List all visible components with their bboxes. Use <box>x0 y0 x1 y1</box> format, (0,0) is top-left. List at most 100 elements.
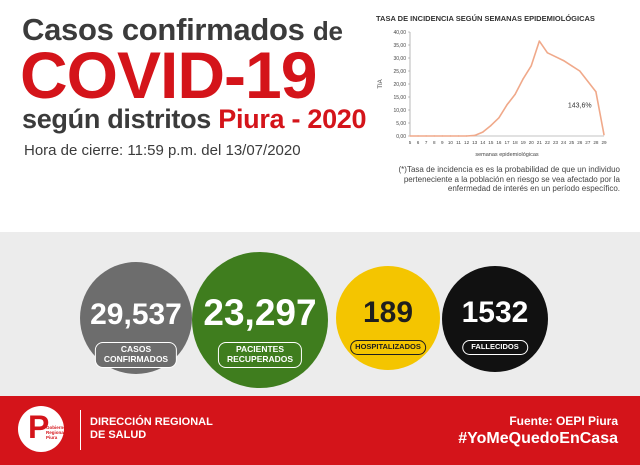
recovered-circle: 23,297 PACIENTES RECUPERADOS <box>192 252 328 388</box>
footer: P Gobierno Regional Piura DIRECCIÓN REGI… <box>0 396 640 465</box>
deceased-value: 1532 <box>461 296 529 329</box>
logo-text-2: Regional <box>46 429 66 435</box>
deceased-circle: 1532 FALLECIDOS <box>442 266 548 372</box>
incidence-point <box>482 131 484 133</box>
y-tick-label: 25,00 <box>393 69 406 75</box>
incidence-point <box>554 56 557 58</box>
deceased-label: FALLECIDOS <box>462 340 528 355</box>
incidence-point <box>522 78 524 80</box>
x-tick-label: 21 <box>537 140 543 145</box>
x-tick-label: 24 <box>561 140 567 145</box>
logo-p-icon: P <box>28 409 50 445</box>
x-tick-label: 26 <box>577 140 583 145</box>
data-source: Fuente: OEPI Piura <box>509 414 618 428</box>
x-tick-label: 18 <box>513 140 519 145</box>
title-city-year: Piura - 2020 <box>218 104 367 134</box>
confirmed-label-2: CONFIRMADOS <box>103 353 169 364</box>
organization-name: DIRECCIÓN REGIONAL DE SALUD <box>90 416 213 442</box>
y-tick-label: 30,00 <box>393 56 406 62</box>
incidence-point <box>530 65 532 67</box>
title-line-1: Casos confirmados de <box>22 12 343 48</box>
incidence-point <box>498 117 500 119</box>
x-tick-label: 29 <box>601 140 607 145</box>
logo-text-1: Gobierno <box>46 425 66 430</box>
incidence-point <box>514 93 516 96</box>
x-tick-label: 10 <box>448 140 454 145</box>
x-tick-label: 11 <box>456 140 461 145</box>
x-tick-label: 9 <box>441 140 444 145</box>
organization-line-1: DIRECCIÓN REGIONAL <box>90 416 213 428</box>
header: Casos confirmados de COVID-19 según dist… <box>0 0 640 232</box>
incidence-point <box>595 91 597 93</box>
footer-divider <box>80 410 81 450</box>
incidence-note: (*)Tasa de incidencia es es la probabili… <box>398 165 620 194</box>
x-tick-label: 15 <box>488 140 494 145</box>
incidence-point <box>409 135 411 137</box>
y-tick-label: 20,00 <box>393 82 406 88</box>
x-tick-label: 13 <box>472 140 478 145</box>
incidence-point <box>441 135 444 137</box>
x-tick-label: 12 <box>464 140 470 145</box>
stats-panel: 29,537 CASOS CONFIRMADOS 23,297 PACIENTE… <box>0 232 640 396</box>
recovered-label-1: PACIENTES <box>235 344 285 354</box>
logo-text: Gobierno Regional Piura <box>46 425 66 441</box>
y-tick-label: 35,00 <box>393 43 406 49</box>
title-covid: COVID-19 <box>20 38 317 112</box>
chart-svg: 0,00 5,00 10,00 15,00 20,00 25,00 30,00 35,00 40… <box>378 30 607 158</box>
incidence-point <box>587 80 589 83</box>
x-tick-label: 16 <box>496 140 502 145</box>
x-tick-label: 19 <box>521 140 527 145</box>
incidence-line <box>410 40 605 137</box>
incidence-point <box>562 59 565 62</box>
chart-annotation: 143,6% <box>568 102 592 109</box>
regional-government-logo: P Gobierno Regional Piura <box>18 406 66 452</box>
incidence-point <box>465 135 468 137</box>
incidence-point <box>473 134 476 137</box>
incidence-chart: TASA DE INCIDENCIA SEGÚN SEMANAS EPIDEMI… <box>372 14 618 164</box>
closing-time: Hora de cierre: 11:59 p.m. del 13/07/202… <box>24 142 301 159</box>
x-axis-label: semanas epidemiológicas <box>475 152 539 158</box>
incidence-point <box>506 104 508 106</box>
confirmed-value: 29,537 <box>90 298 182 331</box>
y-tick-label: 5,00 <box>396 121 406 127</box>
x-tick-label: 25 <box>569 140 575 145</box>
incidence-point <box>449 135 452 137</box>
x-tick-label: 14 <box>480 140 486 145</box>
hashtag: #YoMeQuedoEnCasa <box>458 430 618 447</box>
y-axis-label: TIA <box>378 79 384 88</box>
x-tick-label: 28 <box>593 140 599 145</box>
incidence-point <box>538 40 541 42</box>
incidence-point <box>417 135 419 137</box>
x-tick-label: 22 <box>545 140 551 145</box>
confirmed-label-1: CASOS <box>120 344 152 354</box>
incidence-point <box>425 135 427 137</box>
incidence-point <box>570 65 573 67</box>
title-confirmed-cases: Casos confirmados <box>22 12 305 47</box>
x-tick-label: 17 <box>504 140 510 145</box>
incidence-point <box>433 135 435 137</box>
y-tick-label: 40,00 <box>393 30 406 36</box>
confirmed-circle: 29,537 CASOS CONFIRMADOS <box>80 262 192 374</box>
title-line-3: según distritos Piura - 2020 <box>22 104 367 135</box>
x-tick-label: 6 <box>417 140 420 145</box>
x-tick-label: 7 <box>425 140 428 145</box>
incidence-point <box>579 70 581 72</box>
recovered-label: PACIENTES RECUPERADOS <box>217 342 303 368</box>
organization-line-2: DE SALUD <box>90 429 147 442</box>
hospitalized-label: HOSPITALIZADOS <box>350 340 426 355</box>
y-tick-label: 0,00 <box>396 134 406 140</box>
recovered-value: 23,297 <box>203 292 317 333</box>
confirmed-label: CASOS CONFIRMADOS <box>94 342 178 368</box>
x-tick-label: 20 <box>529 140 535 145</box>
x-tick-label: 8 <box>433 140 436 145</box>
recovered-label-2: RECUPERADOS <box>226 353 294 364</box>
incidence-point <box>457 135 460 137</box>
hospitalized-value: 189 <box>362 296 414 329</box>
chart-title: TASA DE INCIDENCIA SEGÚN SEMANAS EPIDEMI… <box>376 14 595 23</box>
logo-text-3: Piura <box>46 434 58 440</box>
title-de: de <box>312 16 343 46</box>
y-tick-label: 15,00 <box>393 95 406 101</box>
incidence-point <box>490 124 492 127</box>
y-tick-label: 10,00 <box>393 108 406 114</box>
x-tick-label: 23 <box>553 140 559 145</box>
